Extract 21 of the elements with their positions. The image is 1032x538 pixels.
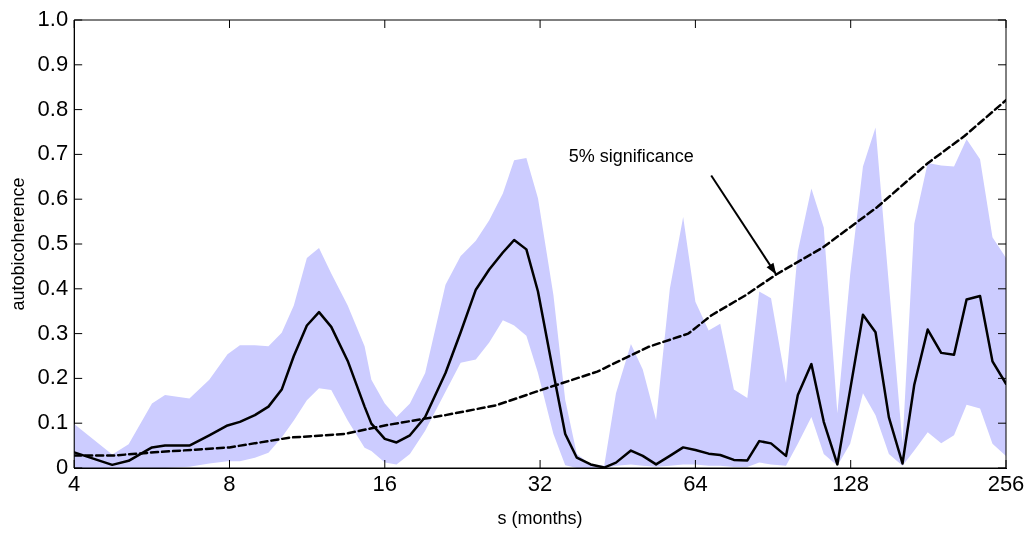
x-tick-label: 64 <box>683 471 708 497</box>
x-tick-label: 8 <box>223 471 236 497</box>
y-tick-label: 0.3 <box>37 319 69 345</box>
y-axis-title: autobicoherence <box>7 177 28 311</box>
y-tick-label: 0 <box>55 454 69 480</box>
x-tick-label: 16 <box>372 471 398 497</box>
annotation: 5% significance <box>568 146 694 167</box>
x-tick-label: 4 <box>68 471 81 497</box>
y-tick-label: 0.1 <box>37 409 69 435</box>
y-tick-label: 0.6 <box>37 185 69 211</box>
x-tick-label: 128 <box>832 471 870 497</box>
y-tick-label: 0.2 <box>37 364 69 390</box>
y-tick-label: 1.0 <box>37 6 69 32</box>
x-tick-label: 32 <box>527 471 553 497</box>
y-tick-label: 0.9 <box>37 50 69 76</box>
x-axis-title: s (months) <box>497 508 583 529</box>
y-tick-label: 0.7 <box>37 140 69 166</box>
y-tick-label: 0.4 <box>37 274 69 300</box>
y-tick-label: 0.8 <box>37 95 69 121</box>
x-tick-label: 256 <box>987 471 1025 497</box>
y-tick-label: 0.5 <box>37 230 69 256</box>
